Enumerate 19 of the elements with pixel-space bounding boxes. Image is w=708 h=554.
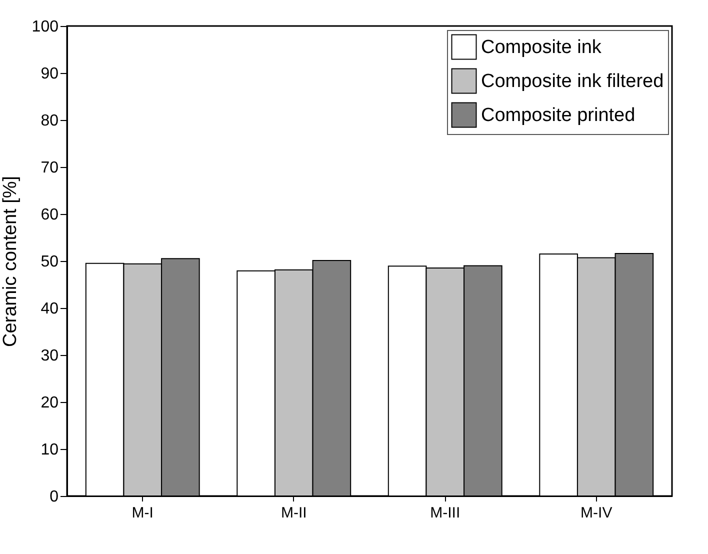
- y-tick-label: 90: [40, 66, 59, 82]
- legend-label: Composite ink filtered: [481, 71, 664, 92]
- x-tick-label: M-IV: [580, 504, 612, 522]
- y-tick-label: 80: [40, 112, 59, 130]
- legend-label: Composite printed: [481, 105, 636, 126]
- y-tick-label: 0: [50, 488, 59, 506]
- x-tick-label: M-I: [132, 504, 154, 522]
- x-tick-label: M-II: [280, 504, 307, 522]
- y-tick-label: 20: [40, 394, 59, 412]
- y-tick-label: 10: [40, 442, 59, 458]
- legend-label: Composite ink: [481, 37, 602, 58]
- y-tick-label: 100: [32, 18, 59, 36]
- x-tick-label: M-III: [430, 504, 460, 522]
- y-axis-title: Ceramic content [%]: [0, 176, 21, 348]
- y-tick-label: 70: [40, 160, 59, 176]
- y-tick-label: 40: [40, 300, 59, 318]
- y-tick-label: 50: [40, 254, 59, 270]
- y-tick-label: 60: [40, 206, 59, 224]
- y-tick-label: 30: [40, 348, 59, 364]
